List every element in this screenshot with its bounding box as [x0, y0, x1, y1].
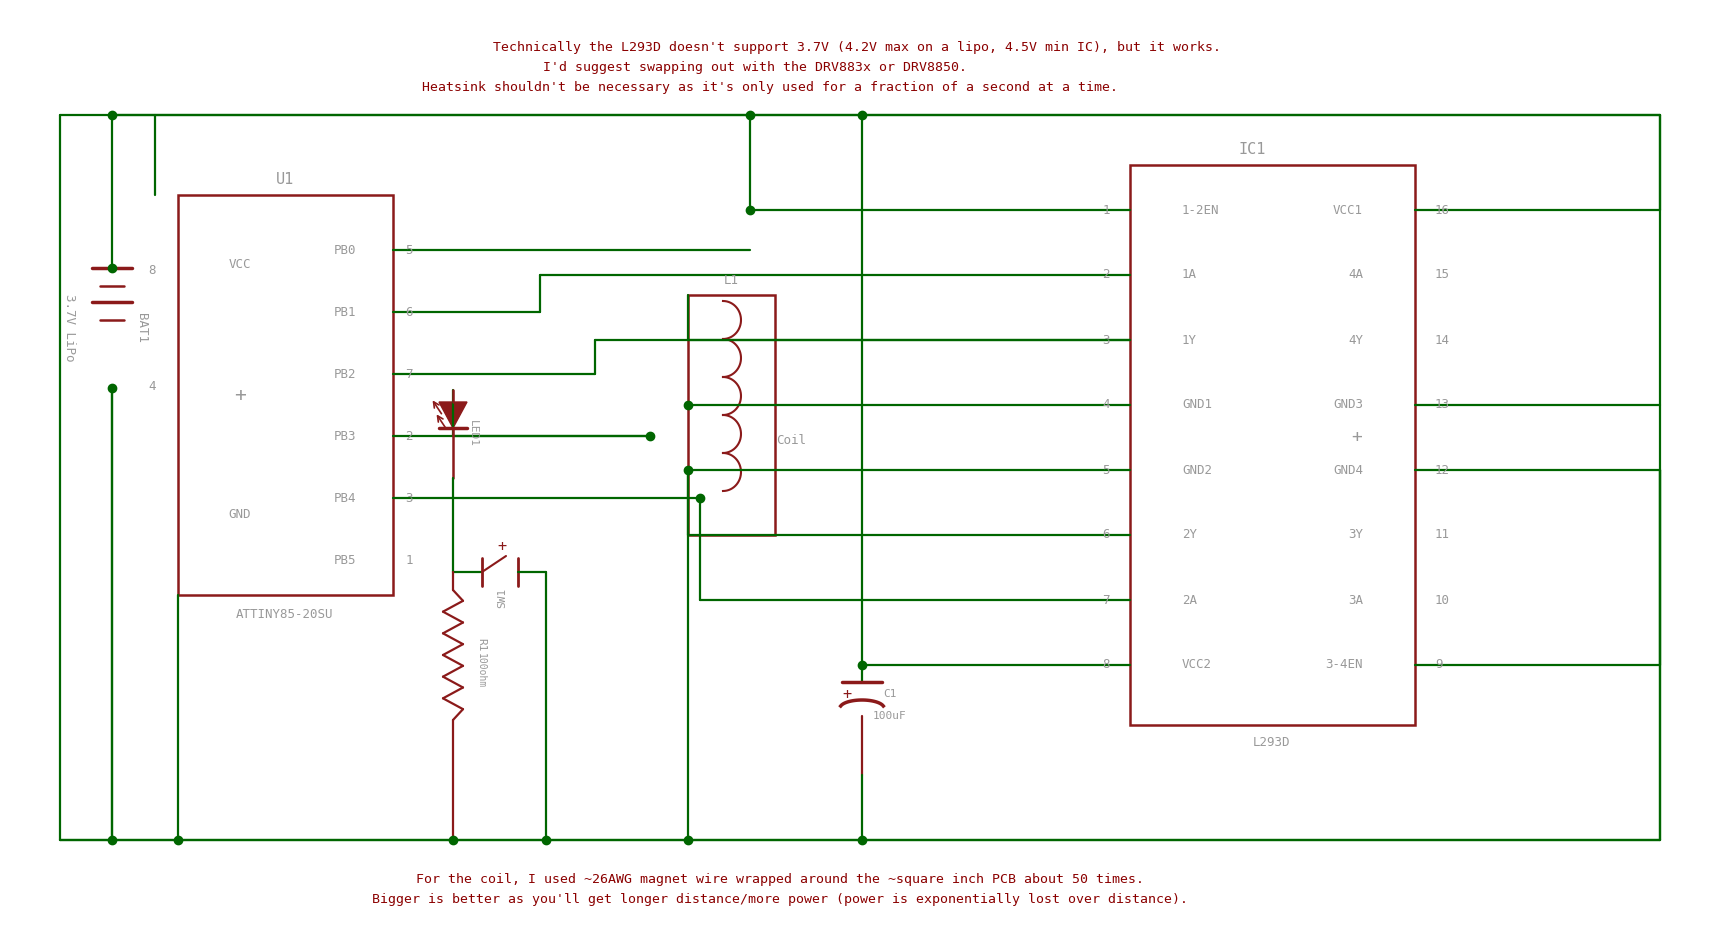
Text: 7: 7 — [405, 368, 413, 381]
Text: U1: U1 — [276, 172, 295, 186]
Text: SW1: SW1 — [497, 588, 507, 608]
Text: IC1: IC1 — [1238, 142, 1265, 157]
Text: 6: 6 — [405, 306, 413, 318]
Text: Coil: Coil — [776, 433, 806, 446]
Text: Heatsink shouldn't be necessary as it's only used for a fraction of a second at : Heatsink shouldn't be necessary as it's … — [422, 81, 1118, 93]
Text: +: + — [843, 687, 852, 701]
Text: 4Y: 4Y — [1347, 333, 1363, 347]
Text: VCC: VCC — [228, 258, 252, 272]
Text: 16: 16 — [1435, 203, 1450, 217]
Text: BAT1: BAT1 — [135, 313, 149, 343]
Text: 14: 14 — [1435, 333, 1450, 347]
Text: LED1: LED1 — [468, 421, 478, 447]
Polygon shape — [439, 402, 466, 428]
Text: 1: 1 — [1102, 203, 1111, 217]
Text: PB4: PB4 — [334, 491, 357, 504]
Text: 3-4EN: 3-4EN — [1325, 658, 1363, 672]
Text: +: + — [235, 386, 245, 405]
Text: 3Y: 3Y — [1347, 528, 1363, 542]
Text: 4: 4 — [1102, 398, 1111, 411]
Text: For the coil, I used ~26AWG magnet wire wrapped around the ~square inch PCB abou: For the coil, I used ~26AWG magnet wire … — [417, 873, 1143, 886]
Text: 3: 3 — [405, 491, 413, 504]
Text: L293D: L293D — [1253, 736, 1291, 750]
Text: L1: L1 — [723, 275, 739, 288]
Text: 100uF: 100uF — [872, 711, 907, 721]
Text: PB3: PB3 — [334, 429, 357, 443]
Text: 13: 13 — [1435, 398, 1450, 411]
Text: 4A: 4A — [1347, 269, 1363, 281]
Text: GND4: GND4 — [1333, 464, 1363, 477]
Text: R1: R1 — [476, 638, 487, 652]
Text: PB0: PB0 — [334, 243, 357, 256]
Text: 12: 12 — [1435, 464, 1450, 477]
Text: 8: 8 — [147, 263, 156, 276]
Text: PB1: PB1 — [334, 306, 357, 318]
Text: 2: 2 — [1102, 269, 1111, 281]
Text: PB5: PB5 — [334, 554, 357, 566]
Text: GND1: GND1 — [1183, 398, 1212, 411]
Text: 1Y: 1Y — [1183, 333, 1196, 347]
Text: 15: 15 — [1435, 269, 1450, 281]
Text: 2Y: 2Y — [1183, 528, 1196, 542]
Bar — [178, 195, 393, 595]
Text: VCC1: VCC1 — [1333, 203, 1363, 217]
Text: 1-2EN: 1-2EN — [1183, 203, 1219, 217]
Text: 2A: 2A — [1183, 594, 1196, 606]
Text: 3A: 3A — [1347, 594, 1363, 606]
Text: VCC2: VCC2 — [1183, 658, 1212, 672]
Text: C1: C1 — [883, 689, 896, 699]
Text: ATTINY85-20SU: ATTINY85-20SU — [237, 609, 334, 621]
Text: I'd suggest swapping out with the DRV883x or DRV8850.: I'd suggest swapping out with the DRV883… — [543, 61, 967, 73]
Text: 6: 6 — [1102, 528, 1111, 542]
Bar — [687, 295, 775, 535]
Text: 10: 10 — [1435, 594, 1450, 606]
Text: 8: 8 — [1102, 658, 1111, 672]
Text: 4: 4 — [147, 379, 156, 392]
Text: 1A: 1A — [1183, 269, 1196, 281]
Text: 9: 9 — [1435, 658, 1443, 672]
Text: Bigger is better as you'll get longer distance/more power (power is exponentiall: Bigger is better as you'll get longer di… — [372, 894, 1188, 906]
Text: 3.7V LiPo: 3.7V LiPo — [63, 294, 77, 362]
Text: PB2: PB2 — [334, 368, 357, 381]
Text: 100ohm: 100ohm — [476, 654, 487, 689]
Text: GND: GND — [228, 508, 252, 522]
Text: +: + — [1352, 428, 1363, 446]
Text: 11: 11 — [1435, 528, 1450, 542]
Text: Technically the L293D doesn't support 3.7V (4.2V max on a lipo, 4.5V min IC), bu: Technically the L293D doesn't support 3.… — [494, 41, 1220, 53]
Text: GND3: GND3 — [1333, 398, 1363, 411]
Text: 1: 1 — [405, 554, 413, 566]
Text: +: + — [497, 539, 507, 554]
Bar — [1130, 165, 1416, 725]
Text: GND2: GND2 — [1183, 464, 1212, 477]
Text: 7: 7 — [1102, 594, 1111, 606]
Text: 2: 2 — [405, 429, 413, 443]
Text: 5: 5 — [405, 243, 413, 256]
Text: 5: 5 — [1102, 464, 1111, 477]
Text: 3: 3 — [1102, 333, 1111, 347]
